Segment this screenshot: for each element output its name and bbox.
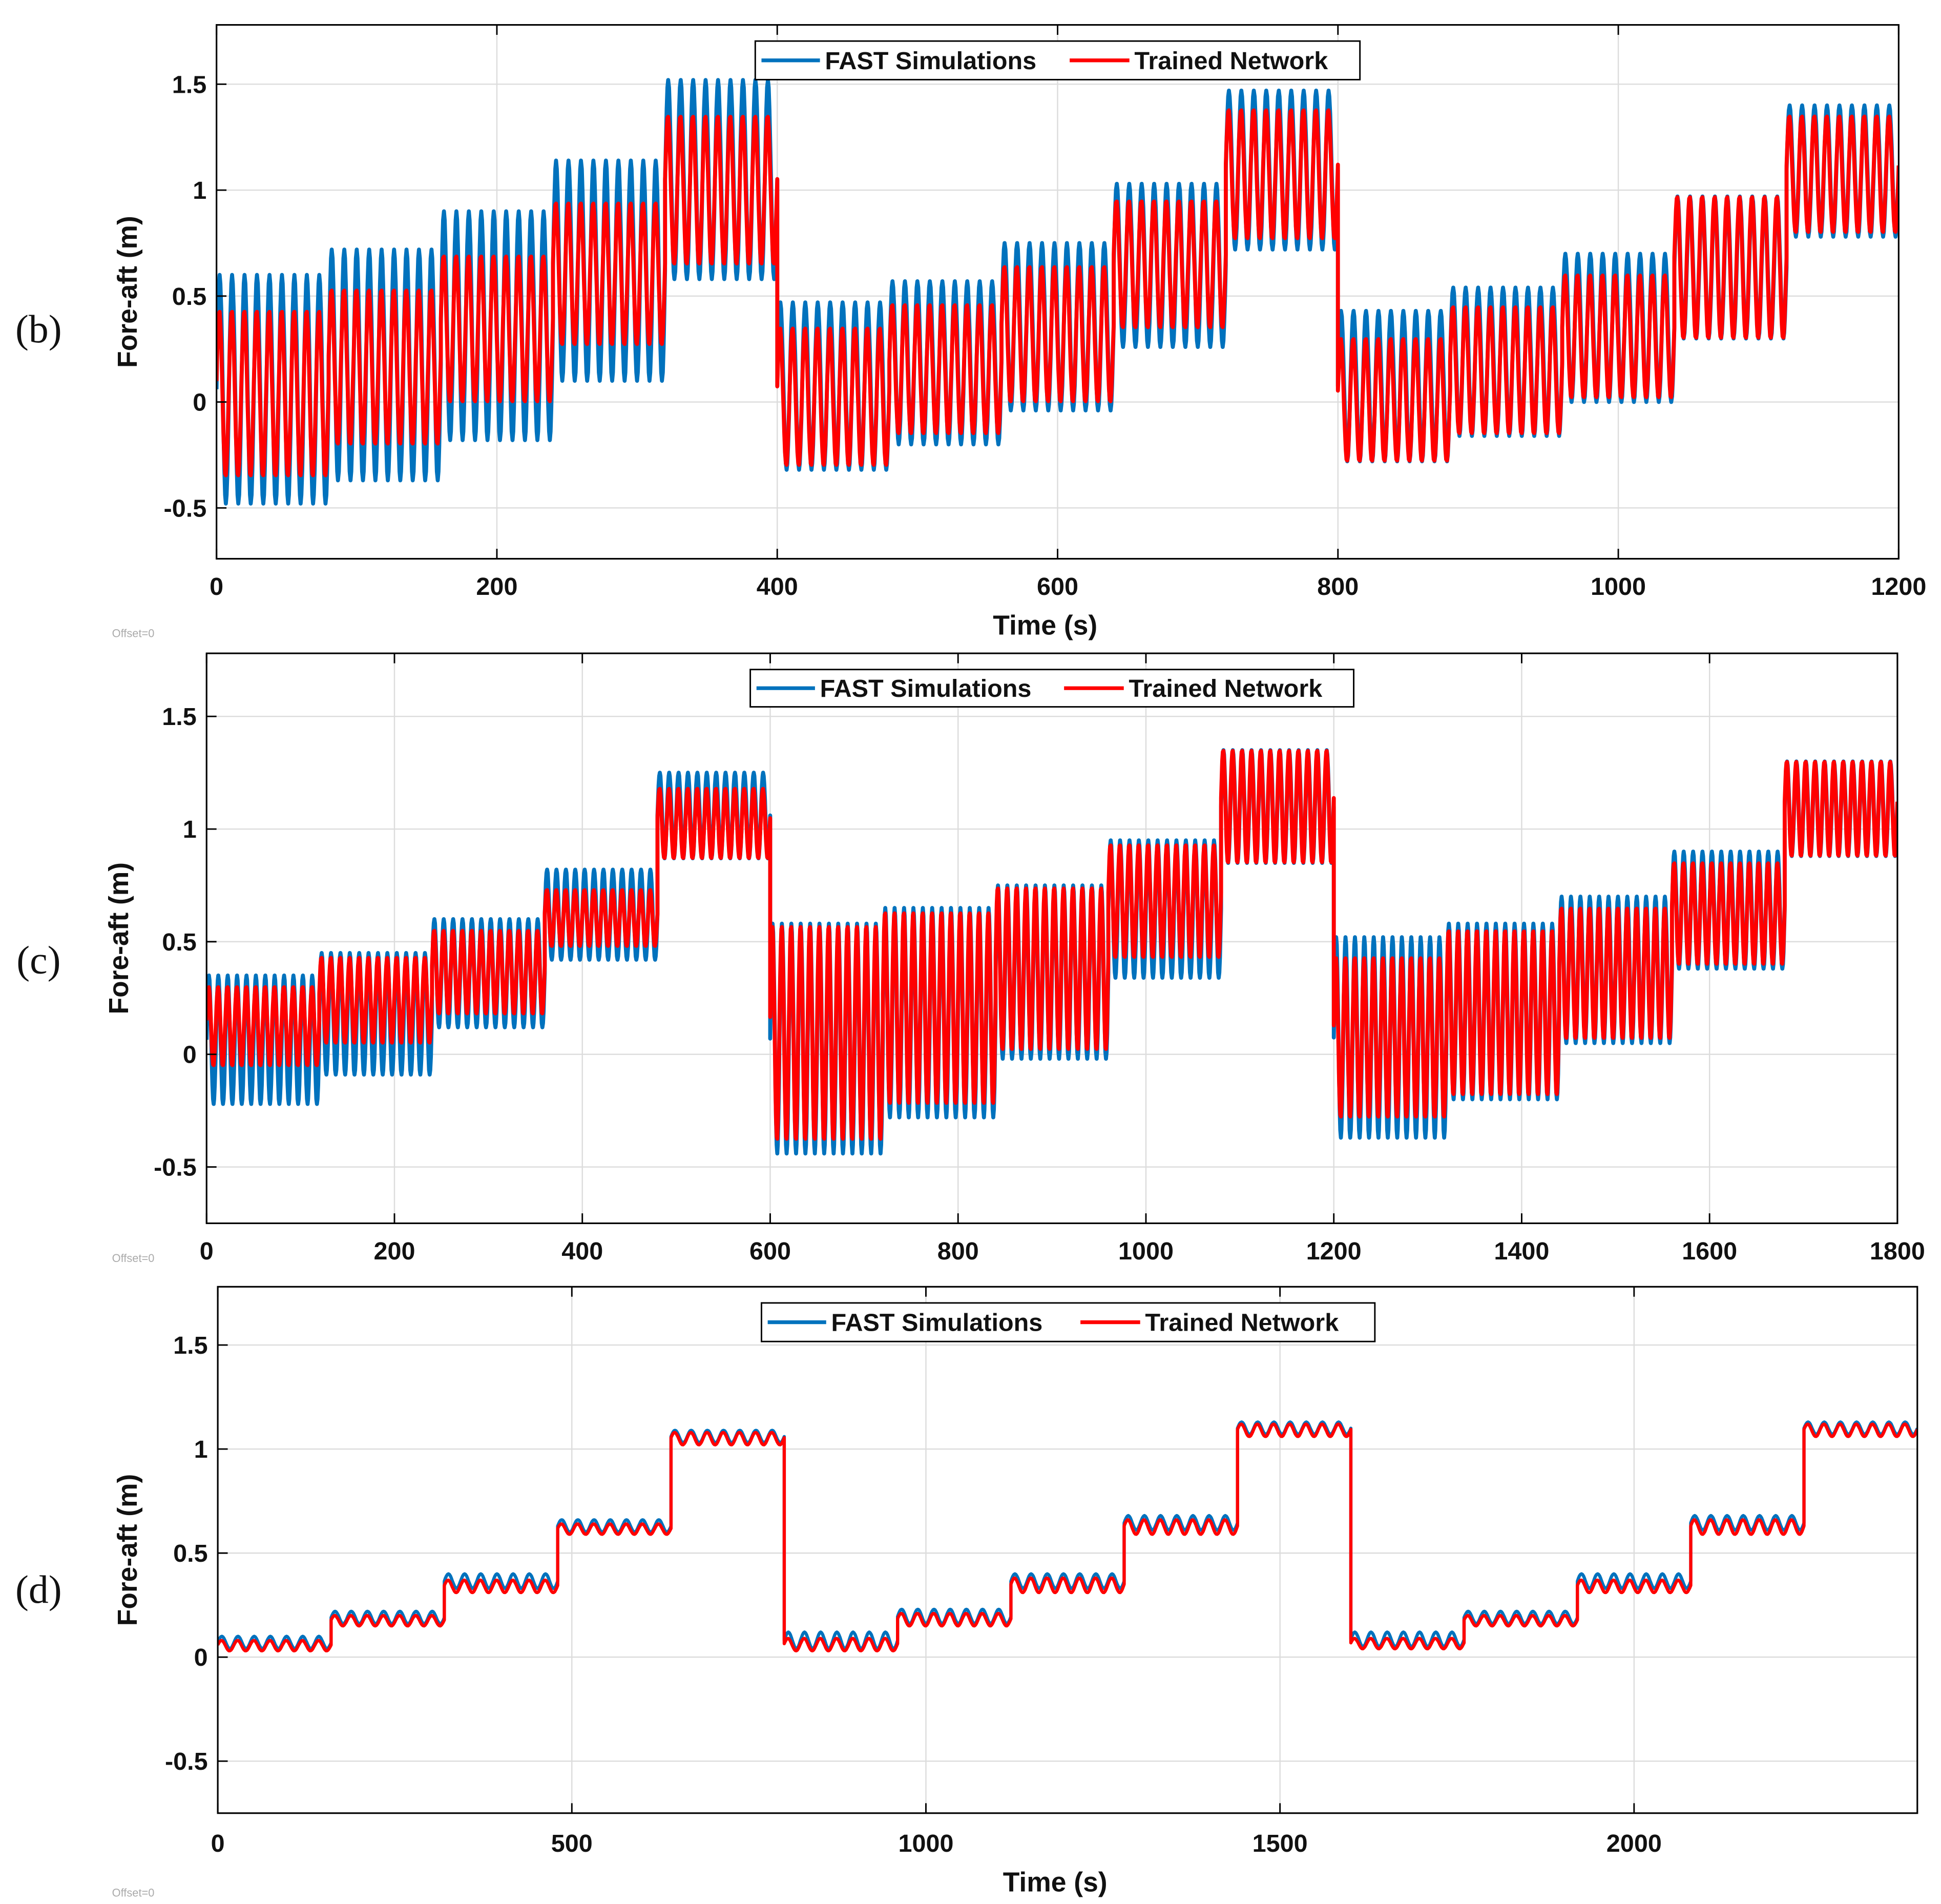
trained-network-line (216, 108, 1899, 478)
x-tick-label: 500 (551, 1830, 593, 1857)
y-tick-label: 1 (194, 1436, 208, 1463)
x-tick-label: 2000 (1606, 1830, 1662, 1857)
offset-note: Offset=0 (112, 1886, 155, 1899)
legend-fast-label: FAST Simulations (831, 1309, 1042, 1337)
x-axis-label: Time (s) (1003, 1868, 1108, 1898)
chart-panel-b: 0 200 400 600 800 1000 1200 -0.5 0 0.5 1 1.5 Time (s… (15, 24, 1926, 641)
trained-network-line (206, 749, 1897, 1141)
chart-panel-c: 0 200 400 600 800 1000 1200 1400 1600 1800 -0.5 0 0.… (16, 652, 1925, 1265)
legend: FAST Simulations Trained Network (749, 669, 1355, 708)
y-tick-label: -0.5 (154, 1154, 197, 1182)
y-axis-label: Fore-aft (m) (113, 1474, 143, 1626)
y-axis-label: Fore-aft (m) (113, 216, 143, 368)
x-tick-label: 400 (561, 1237, 603, 1265)
series-group (206, 748, 1897, 1156)
y-tick-label: 0 (183, 1041, 197, 1069)
y-tick-label: 1 (183, 816, 197, 843)
x-tick-label: 600 (749, 1237, 791, 1265)
legend: FAST Simulations Trained Network (754, 40, 1361, 80)
legend-box (761, 1302, 1376, 1342)
offset-note: Offset=0 (112, 627, 155, 640)
x-tick-label: 1500 (1253, 1830, 1308, 1857)
legend-network-label: Trained Network (1129, 675, 1323, 702)
x-tick-label: 1200 (1306, 1237, 1362, 1265)
legend-network-label: Trained Network (1134, 47, 1328, 75)
panel-label: (d) (15, 1567, 62, 1611)
panel-label: (b) (15, 307, 62, 351)
y-tick-label: -0.5 (165, 1748, 208, 1775)
y-tick-label: 1.5 (173, 1332, 208, 1359)
y-tick-label: 1.5 (162, 703, 197, 731)
legend-fast-label: FAST Simulations (825, 47, 1036, 75)
offset-note: Offset=0 (112, 1252, 155, 1265)
x-tick-label: 1800 (1870, 1237, 1925, 1265)
legend-box (749, 669, 1355, 708)
legend-fast-label: FAST Simulations (820, 675, 1032, 702)
series-group (218, 1420, 1917, 1652)
x-tick-label: 1000 (1591, 573, 1646, 601)
chart-panel-d: 0 500 1000 1500 2000 -0.5 0 0.5 1 1.5 Time (s) Fore… (15, 1286, 1918, 1899)
x-tick-label: 1200 (1871, 573, 1926, 601)
x-tick-label: 400 (757, 573, 798, 601)
legend-box (754, 40, 1361, 80)
y-tick-label: 1.5 (172, 71, 207, 98)
x-tick-label: 1400 (1494, 1237, 1549, 1265)
x-tick-label: 1600 (1682, 1237, 1737, 1265)
x-tick-label: 0 (211, 1830, 225, 1857)
y-tick-label: 0.5 (162, 928, 197, 956)
y-axis-label: Fore-aft (m) (104, 862, 134, 1015)
panel-label: (c) (16, 938, 60, 982)
x-tick-label: 800 (1317, 573, 1359, 601)
x-axis-label: Time (s) (993, 611, 1097, 641)
x-tick-label: 0 (210, 573, 223, 601)
axes-box (217, 1286, 1918, 1814)
y-tick-label: 0.5 (173, 1540, 208, 1567)
series-group (216, 78, 1899, 506)
x-tick-label: 200 (476, 573, 517, 601)
legend-network-label: Trained Network (1145, 1309, 1339, 1337)
x-tick-label: 0 (200, 1237, 214, 1265)
x-tick-label: 200 (373, 1237, 415, 1265)
fast-simulations-line (218, 1420, 1917, 1651)
y-tick-label: -0.5 (164, 494, 207, 522)
x-tick-label: 600 (1037, 573, 1078, 601)
x-tick-label: 1000 (898, 1830, 953, 1857)
y-tick-label: 1 (193, 177, 206, 204)
x-tick-label: 800 (937, 1237, 979, 1265)
y-tick-label: 0.5 (172, 283, 207, 311)
trained-network-line (218, 1422, 1917, 1652)
x-tick-label: 1000 (1118, 1237, 1174, 1265)
legend: FAST Simulations Trained Network (761, 1302, 1376, 1342)
axes-box (205, 652, 1898, 1225)
y-tick-label: 0 (193, 389, 206, 417)
y-tick-label: 0 (194, 1644, 208, 1671)
